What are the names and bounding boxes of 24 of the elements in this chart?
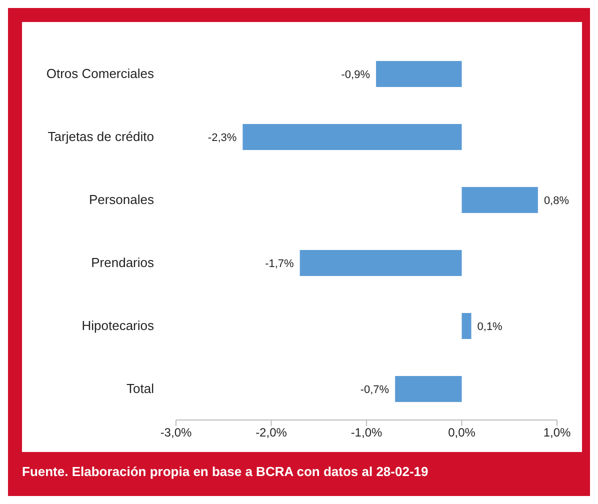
x-tick-label: 0,0% <box>448 426 476 440</box>
data-label: -1,7% <box>265 258 294 270</box>
y-tick-label: Total <box>126 381 154 396</box>
data-label: -0,9% <box>341 68 370 81</box>
x-tick-label: -3,0% <box>160 426 192 440</box>
x-tick-label: -2,0% <box>256 426 288 440</box>
bar <box>300 250 462 276</box>
bar <box>462 313 472 339</box>
data-label: 0,8% <box>544 194 570 207</box>
bar <box>376 61 462 87</box>
bar <box>242 124 462 150</box>
bar <box>395 376 462 402</box>
source-note: Fuente. Elaboración propia en base a BCRA con datos al 28-02-19 <box>22 464 428 479</box>
y-tick-label: Personales <box>88 192 154 208</box>
x-tick-label: 1,0% <box>543 426 571 440</box>
data-label: 0,1% <box>477 320 503 333</box>
data-label: -2,3% <box>208 132 237 144</box>
data-label: -0,7% <box>360 384 390 396</box>
y-tick-label: Tarjetas de crédito <box>48 129 154 144</box>
bar <box>462 187 538 213</box>
y-tick-label: Hipotecarios <box>82 318 154 334</box>
x-tick-label: -1,0% <box>350 426 382 440</box>
y-tick-label: Prendarios <box>91 255 154 270</box>
y-tick-label: Otros Comerciales <box>46 66 154 82</box>
